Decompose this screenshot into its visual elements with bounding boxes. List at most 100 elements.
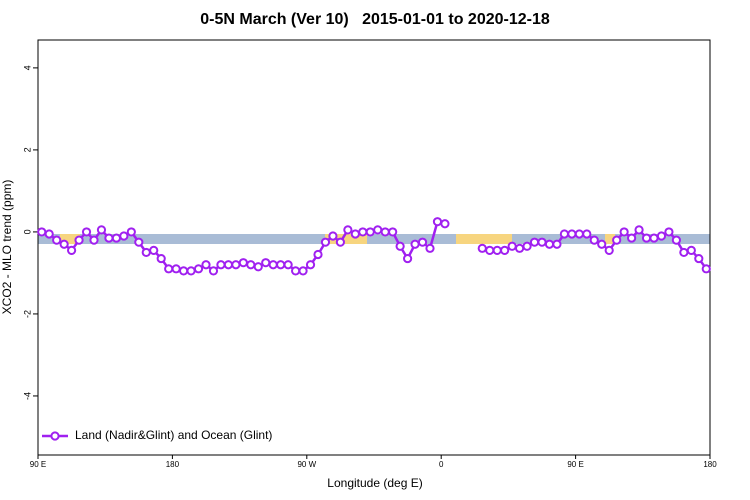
chart-title: 0-5N March (Ver 10) 2015-01-01 to 2020-1…	[200, 11, 550, 28]
data-point	[126, 227, 136, 237]
land-band	[325, 234, 367, 244]
data-point	[679, 247, 689, 258]
data-point	[477, 243, 487, 253]
x-tick-label: 90 E	[567, 460, 583, 469]
data-point	[335, 237, 345, 247]
land-ocean-band	[38, 234, 710, 244]
data-point	[246, 260, 256, 270]
data-point	[134, 237, 144, 247]
data-point	[261, 258, 271, 268]
data-point	[231, 260, 241, 270]
data-point	[522, 241, 532, 251]
data-point	[432, 217, 443, 227]
data-point	[350, 229, 360, 239]
data-point	[164, 264, 174, 274]
x-axis-label: Longitude (deg E)	[327, 476, 422, 490]
data-point	[656, 231, 667, 241]
data-point	[268, 260, 278, 270]
data-point	[358, 227, 368, 237]
data-point	[313, 249, 323, 260]
data-point	[44, 229, 54, 239]
legend-marker	[50, 431, 60, 441]
data-point	[515, 243, 525, 253]
data-point	[171, 264, 181, 274]
data-point	[208, 266, 219, 276]
data-point	[223, 260, 233, 270]
data-point	[529, 237, 540, 247]
data-point	[701, 264, 711, 274]
data-point	[283, 260, 293, 270]
data-point	[559, 229, 570, 239]
data-point	[81, 227, 92, 237]
data-point	[641, 233, 652, 243]
data-point	[500, 245, 510, 255]
data-point	[298, 266, 308, 276]
data-point	[574, 229, 584, 239]
data-point	[119, 231, 129, 241]
data-point	[604, 245, 614, 255]
x-tick-label: 90 E	[30, 460, 46, 469]
data-point	[417, 237, 428, 247]
data-point	[37, 227, 47, 237]
data-point	[507, 241, 517, 251]
data-point	[320, 237, 331, 247]
data-point	[104, 233, 114, 243]
data-point	[582, 229, 592, 239]
y-tick-label: 2	[22, 147, 32, 152]
legend-label: Land (Nadir&Glint) and Ocean (Glint)	[75, 428, 272, 442]
data-point	[403, 253, 413, 264]
y-tick-label: 4	[22, 65, 32, 70]
plot-frame	[37, 39, 711, 456]
data-point	[193, 264, 204, 274]
data-point	[425, 243, 435, 253]
data-point	[552, 239, 562, 249]
data-point	[111, 233, 122, 243]
data-point	[365, 227, 375, 237]
data-point	[410, 239, 420, 249]
land-band	[60, 234, 80, 244]
data-point	[74, 235, 84, 245]
data-point	[149, 245, 159, 255]
data-point	[238, 258, 248, 268]
data-point	[276, 260, 286, 270]
data-point	[179, 266, 189, 276]
data-point	[380, 227, 390, 237]
data-point	[59, 239, 69, 249]
data-point	[492, 245, 502, 255]
x-tick-label: 180	[703, 460, 717, 469]
ocean-band	[38, 234, 710, 244]
data-point	[216, 260, 226, 270]
data-point	[589, 235, 599, 245]
y-tick-label: 0	[22, 229, 32, 234]
data-point	[634, 225, 644, 235]
data-point	[156, 253, 166, 264]
data-point	[89, 235, 99, 245]
x-tick-label: 90 W	[297, 460, 316, 469]
data-point	[253, 262, 263, 272]
x-tick-label: 180	[166, 460, 180, 469]
data-point	[373, 225, 383, 235]
data-point	[567, 229, 577, 239]
data-point	[96, 225, 107, 235]
data-point	[649, 233, 659, 243]
data-point	[664, 227, 674, 237]
y-axis-label: XCO2 - MLO trend (ppm)	[0, 180, 14, 315]
data-point	[201, 260, 211, 270]
data-point	[440, 219, 450, 229]
data-point	[328, 231, 338, 241]
data-point	[544, 239, 555, 249]
data-point	[141, 247, 151, 258]
data-point	[395, 241, 405, 251]
data-point	[686, 245, 696, 255]
land-band	[456, 234, 512, 244]
data-point	[291, 266, 301, 276]
data-point	[305, 260, 316, 270]
y-tick-label: -4	[22, 392, 32, 400]
data-point	[186, 266, 196, 276]
data-point	[627, 233, 637, 243]
data-point	[485, 245, 495, 255]
data-point	[67, 245, 77, 255]
data-point	[671, 235, 682, 245]
